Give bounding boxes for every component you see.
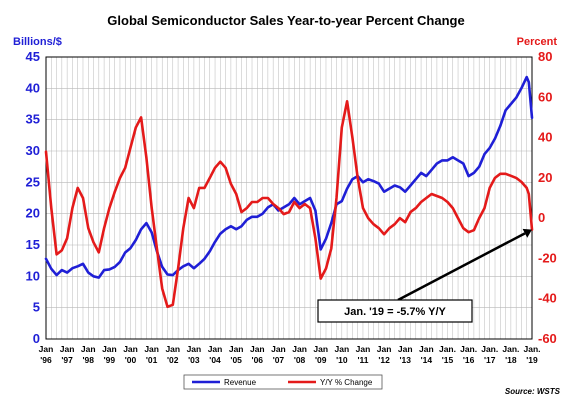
x-tick-label-month: Jan. <box>502 344 519 354</box>
left-axis-ticks: 0 5 10 15 20 25 30 35 40 45 <box>26 49 40 346</box>
x-axis-ticks: Jan'96Jan'97Jan'98Jan'99Jan'00Jan'01Jan'… <box>39 344 541 365</box>
x-tick-label-year: '15 <box>442 355 454 365</box>
left-tick-label: 0 <box>33 331 40 346</box>
x-tick-label-year: '19 <box>526 355 538 365</box>
x-tick-label-year: '01 <box>146 355 158 365</box>
right-tick-label: 80 <box>538 49 552 64</box>
left-tick-label: 45 <box>26 49 40 64</box>
x-tick-label-year: '07 <box>273 355 285 365</box>
x-tick-label-month: Jan <box>123 344 138 354</box>
left-tick-label: 5 <box>33 300 40 315</box>
x-tick-label-year: '14 <box>421 355 433 365</box>
x-tick-label-month: Jan <box>229 344 244 354</box>
right-tick-label: -60 <box>538 331 557 346</box>
x-tick-label-month: Jan <box>250 344 265 354</box>
left-axis-label: Billions/$ <box>13 36 62 48</box>
x-tick-label-year: '06 <box>252 355 264 365</box>
left-tick-label: 25 <box>26 174 40 189</box>
x-tick-label-year: '99 <box>104 355 116 365</box>
x-tick-label-year: '12 <box>378 355 390 365</box>
right-tick-label: -40 <box>538 291 557 306</box>
x-tick-label-year: '97 <box>61 355 73 365</box>
x-tick-label-month: Jan <box>144 344 159 354</box>
x-tick-label-year: '16 <box>463 355 475 365</box>
x-tick-label-month: Jan <box>334 344 349 354</box>
x-tick-label-month: Jan <box>356 344 371 354</box>
annotation-box <box>317 299 473 323</box>
left-tick-label: 20 <box>26 206 40 221</box>
x-tick-label-month: Jan <box>102 344 117 354</box>
x-tick-label-month: Jan <box>419 344 434 354</box>
right-axis-label: Percent <box>517 36 558 48</box>
left-tick-label: 40 <box>26 80 40 95</box>
annotation-text: Jan. '19 = -5.7% Y/Y <box>344 306 446 318</box>
source-note: Source: WSTS <box>505 387 561 396</box>
x-tick-label-month: Jan <box>39 344 54 354</box>
plot-grid <box>45 56 533 340</box>
annotation-arrow-head <box>522 228 532 238</box>
left-tick-label: 10 <box>26 268 40 283</box>
series-lines <box>44 75 534 309</box>
right-tick-label: 20 <box>538 170 552 185</box>
x-tick-label-month: Jan <box>187 344 202 354</box>
legend: Revenue Y/Y % Change <box>183 374 383 390</box>
x-tick-label-year: '96 <box>40 355 52 365</box>
right-tick-label: 0 <box>538 210 545 225</box>
x-tick-label-month: Jan <box>60 344 75 354</box>
x-tick-label-month: Jan. <box>439 344 456 354</box>
x-tick-label-month: Jan <box>271 344 286 354</box>
x-tick-label-month: Jan <box>292 344 307 354</box>
right-tick-label: -20 <box>538 250 557 265</box>
series-line-revenue <box>44 75 534 279</box>
annotation: Jan. '19 = -5.7% Y/Y <box>317 228 532 323</box>
x-tick-label-year: '05 <box>230 355 242 365</box>
left-tick-label: 15 <box>26 237 40 252</box>
plot-frame <box>45 56 533 340</box>
x-tick-label-month: Jan. <box>481 344 498 354</box>
x-tick-label-month: Jan. <box>523 344 540 354</box>
x-tick-label-month: Jan <box>208 344 223 354</box>
x-tick-label-month: Jan <box>81 344 96 354</box>
left-tick-label: 30 <box>26 143 40 158</box>
x-tick-label-year: '08 <box>294 355 306 365</box>
x-tick-label-month: Jan <box>377 344 392 354</box>
right-axis-ticks: -60 -40 -20 0 20 40 60 80 <box>538 49 557 346</box>
x-tick-label-year: '13 <box>399 355 411 365</box>
x-tick-label-month: Jan <box>398 344 413 354</box>
x-tick-label-year: '09 <box>315 355 327 365</box>
right-tick-label: 40 <box>538 130 552 145</box>
x-tick-label-year: '98 <box>83 355 95 365</box>
x-tick-label-year: '00 <box>125 355 137 365</box>
x-tick-label-year: '17 <box>484 355 496 365</box>
series-line-yy-change <box>44 100 534 309</box>
x-tick-label-year: '11 <box>357 355 368 365</box>
x-tick-label-month: Jan <box>165 344 180 354</box>
chart-title: Global Semiconductor Sales Year-to-year … <box>107 13 464 28</box>
x-tick-label-year: '18 <box>505 355 517 365</box>
right-tick-label: 60 <box>538 89 552 104</box>
x-tick-label-month: Jan <box>313 344 328 354</box>
x-tick-label-year: '10 <box>336 355 348 365</box>
x-tick-label-year: '03 <box>188 355 200 365</box>
x-tick-label-year: '04 <box>209 355 221 365</box>
annotation-arrow <box>397 232 526 302</box>
x-tick-label-year: '02 <box>167 355 179 365</box>
legend-label-revenue: Revenue <box>224 378 257 387</box>
legend-box <box>183 374 383 390</box>
legend-label-yy-change: Y/Y % Change <box>320 378 373 387</box>
left-tick-label: 35 <box>26 112 40 127</box>
x-tick-label-month: Jan. <box>460 344 477 354</box>
